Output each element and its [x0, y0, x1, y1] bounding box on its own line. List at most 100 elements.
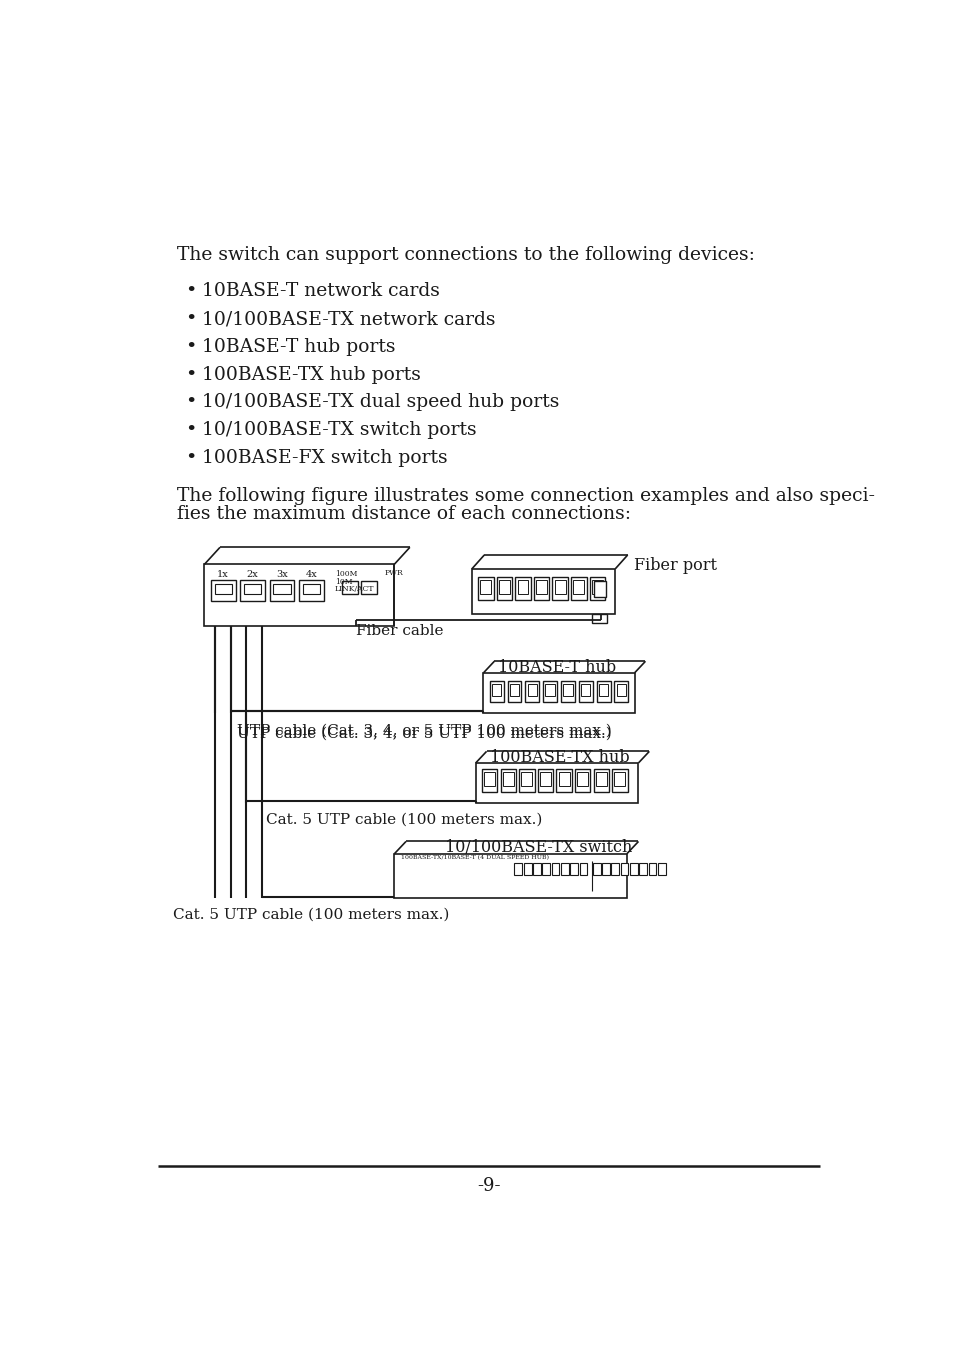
Bar [514, 863, 521, 875]
Text: •: • [185, 393, 196, 412]
Bar [539, 772, 550, 786]
Bar [483, 673, 634, 713]
Bar [620, 863, 628, 875]
Text: 10/100BASE-TX switch: 10/100BASE-TX switch [444, 839, 632, 856]
Bar [592, 580, 602, 594]
Bar [244, 583, 261, 594]
Text: 3x: 3x [275, 569, 288, 579]
Bar [518, 769, 534, 792]
Text: •: • [185, 310, 196, 328]
Text: •: • [185, 448, 196, 466]
Bar [533, 863, 540, 875]
Text: •: • [185, 421, 196, 439]
Bar [589, 576, 604, 599]
Bar [525, 681, 538, 703]
Text: Cat. 5 UTP cable (100 meters max.): Cat. 5 UTP cable (100 meters max.) [173, 908, 450, 921]
Text: -9-: -9- [476, 1177, 500, 1195]
Text: 100BASE-TX hub: 100BASE-TX hub [490, 749, 629, 766]
Bar [552, 576, 567, 599]
Bar [298, 580, 323, 601]
Text: 10BASE-T hub: 10BASE-T hub [497, 659, 616, 675]
Bar [593, 582, 605, 597]
Bar [558, 772, 569, 786]
Bar [596, 772, 606, 786]
Bar [502, 772, 513, 786]
Bar [240, 580, 265, 601]
Text: Cat. 5 UTP cable (100 meters max.): Cat. 5 UTP cable (100 meters max.) [266, 813, 541, 826]
Text: 2x: 2x [247, 569, 258, 579]
Bar [521, 772, 532, 786]
Bar [394, 853, 626, 898]
Bar [598, 684, 608, 696]
Text: 100BASE-TX/10BASE-T (4 DUAL SPEED HUB): 100BASE-TX/10BASE-T (4 DUAL SPEED HUB) [400, 855, 548, 860]
Bar [578, 681, 592, 703]
Bar [573, 580, 583, 594]
Bar [658, 863, 665, 875]
Bar [472, 569, 615, 613]
Text: 10/100BASE-TX switch ports: 10/100BASE-TX switch ports [202, 421, 477, 439]
Bar [509, 684, 518, 696]
Bar [537, 769, 553, 792]
Text: 10/100BASE-TX network cards: 10/100BASE-TX network cards [202, 310, 496, 328]
Text: 4x: 4x [305, 569, 317, 579]
Text: 1x: 1x [217, 569, 229, 579]
Text: Fiber port: Fiber port [633, 557, 716, 573]
Bar [489, 681, 503, 703]
Bar [629, 863, 637, 875]
Bar [596, 681, 610, 703]
Bar [571, 576, 586, 599]
Bar [560, 681, 575, 703]
Bar [639, 863, 646, 875]
Text: •: • [185, 338, 196, 356]
Bar [498, 580, 509, 594]
Bar [556, 769, 571, 792]
Text: PWR: PWR [384, 569, 402, 576]
Text: fies the maximum distance of each connections:: fies the maximum distance of each connec… [177, 506, 631, 523]
Text: 10/100BASE-TX dual speed hub ports: 10/100BASE-TX dual speed hub ports [202, 393, 559, 412]
Text: 100M: 100M [335, 571, 356, 579]
Bar [480, 580, 491, 594]
Bar [477, 576, 493, 599]
Bar [517, 580, 528, 594]
Bar [551, 863, 558, 875]
Bar [579, 863, 587, 875]
Bar [536, 580, 546, 594]
Text: The following figure illustrates some connection examples and also speci-: The following figure illustrates some co… [177, 488, 875, 506]
Bar [523, 863, 531, 875]
Bar [560, 863, 568, 875]
Bar [542, 863, 550, 875]
Bar [515, 576, 530, 599]
Text: UTP cable (Cat. 3, 4, or 5 UTP 100 meters max.): UTP cable (Cat. 3, 4, or 5 UTP 100 meter… [236, 727, 611, 741]
Text: •: • [185, 366, 196, 383]
Bar [601, 863, 609, 875]
Text: 100BASE-FX switch ports: 100BASE-FX switch ports [202, 448, 447, 466]
Bar [484, 772, 495, 786]
Bar [211, 580, 235, 601]
Bar [575, 769, 590, 792]
Bar [612, 769, 627, 792]
Bar [614, 681, 628, 703]
Bar [214, 583, 232, 594]
Text: •: • [185, 283, 196, 300]
Bar [562, 684, 572, 696]
Bar [580, 684, 590, 696]
Bar [492, 684, 500, 696]
Bar [481, 769, 497, 792]
Bar [614, 772, 624, 786]
Bar [527, 684, 537, 696]
Text: 10M: 10M [335, 578, 352, 586]
Bar [497, 576, 512, 599]
Bar [303, 583, 319, 594]
Bar [617, 684, 625, 696]
Bar [545, 684, 555, 696]
Text: UTP cable (Cat. 3, 4, or 5 UTP 100 meters max.): UTP cable (Cat. 3, 4, or 5 UTP 100 meter… [236, 723, 611, 738]
Bar [570, 863, 578, 875]
Bar [592, 863, 599, 875]
Bar [577, 772, 587, 786]
Bar [507, 681, 521, 703]
Text: 100BASE-TX hub ports: 100BASE-TX hub ports [202, 366, 420, 383]
Text: Fiber cable: Fiber cable [355, 624, 442, 639]
Bar [204, 564, 394, 626]
Text: The switch can support connections to the following devices:: The switch can support connections to th… [177, 246, 755, 264]
Bar [500, 769, 516, 792]
